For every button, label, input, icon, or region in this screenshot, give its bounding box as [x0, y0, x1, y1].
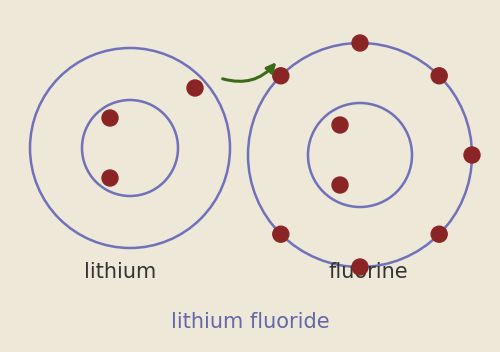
Circle shape [187, 80, 203, 96]
Circle shape [332, 177, 348, 193]
Circle shape [352, 259, 368, 275]
Circle shape [352, 35, 368, 51]
Text: lithium: lithium [84, 262, 156, 282]
Circle shape [102, 170, 118, 186]
Circle shape [431, 68, 447, 84]
Circle shape [273, 68, 289, 84]
Circle shape [102, 110, 118, 126]
Circle shape [431, 226, 447, 242]
Text: fluorine: fluorine [328, 262, 408, 282]
Circle shape [273, 226, 289, 242]
Circle shape [464, 147, 480, 163]
Text: lithium fluoride: lithium fluoride [170, 312, 330, 332]
Circle shape [332, 117, 348, 133]
